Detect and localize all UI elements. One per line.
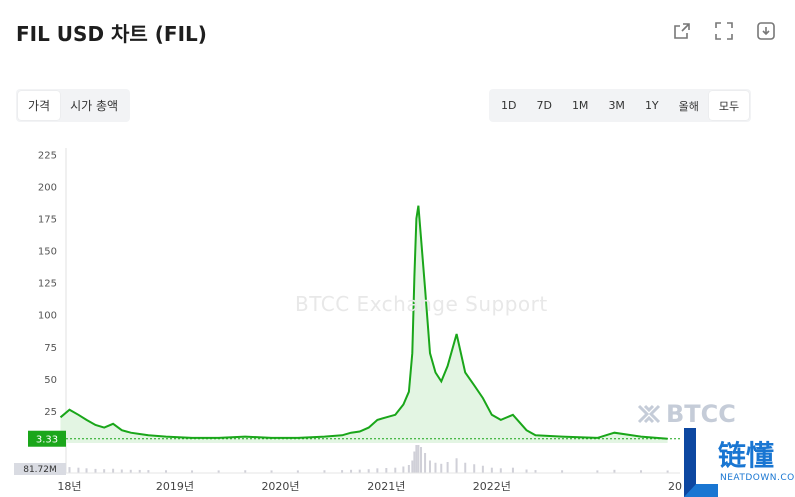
volume-label: 81.72M (23, 465, 57, 475)
volume-bar (341, 470, 344, 473)
volume-bar (446, 462, 449, 473)
btcc-logo-icon (637, 404, 661, 424)
volume-bar (440, 463, 443, 473)
volume-badge: 81.72M (14, 463, 66, 475)
volume-bar (77, 467, 80, 473)
volume-bar (385, 468, 388, 473)
volume-bars (59, 445, 669, 473)
volume-bar (525, 469, 528, 473)
range-1m[interactable]: 1M (571, 99, 589, 112)
y-tick-label: 150 (38, 247, 57, 258)
y-tick-label: 200 (38, 182, 57, 193)
neatdown-cn: 链懂 (718, 439, 775, 472)
current-price-label: 3.33 (36, 435, 58, 446)
range-3m[interactable]: 3M (608, 99, 625, 112)
volume-bar (596, 470, 599, 473)
volume-bar (481, 465, 484, 473)
volume-bar (217, 470, 220, 473)
volume-bar (490, 467, 493, 473)
header-toolbar (671, 20, 777, 42)
price-chart[interactable]: 225 200 175 150 125 100 75 50 25 3.33 81.72M 18년… (0, 140, 795, 497)
volume-bar (464, 462, 467, 473)
volume-bar (455, 458, 458, 473)
volume-bar (420, 447, 423, 473)
y-axis: 225 200 175 150 125 100 75 50 25 (38, 150, 57, 418)
volume-bar (424, 453, 427, 473)
volume-bar (561, 470, 564, 473)
y-tick-label: 50 (44, 375, 57, 386)
y-tick-label: 100 (38, 311, 57, 322)
volume-bar (191, 470, 194, 473)
share-icon[interactable] (671, 20, 693, 42)
page-title: FIL USD 차트 (FIL) (16, 22, 207, 46)
volume-bar (68, 467, 71, 473)
x-axis: 18년 2019년 2020년 2021년 2022년 20 (57, 480, 682, 493)
range-all[interactable]: 모두 (708, 91, 750, 120)
neatdown-en: NEATDOWN.COM (720, 473, 795, 483)
volume-bar (165, 470, 168, 473)
x-tick-label: 18년 (57, 480, 81, 493)
volume-bar (511, 467, 514, 473)
volume-bar (103, 469, 106, 473)
y-tick-label: 225 (38, 150, 57, 161)
volume-bar (367, 469, 370, 473)
price-area (60, 205, 668, 443)
range-1d[interactable]: 1D (501, 99, 517, 112)
volume-bar (350, 469, 353, 473)
volume-bar (244, 470, 247, 473)
y-tick-label: 75 (44, 343, 57, 354)
neatdown-l-icon (684, 428, 718, 497)
volume-bar (640, 470, 643, 473)
fullscreen-icon[interactable] (713, 20, 735, 42)
volume-bar (394, 467, 397, 473)
y-tick-label: 175 (38, 215, 57, 226)
volume-bar (413, 451, 416, 473)
neatdown-logo: 链懂 NEATDOWN.COM (680, 428, 795, 497)
volume-bar (138, 469, 141, 473)
volume-bar (323, 470, 326, 473)
volume-bar (417, 445, 420, 473)
volume-bar (666, 470, 669, 473)
volume-bar (120, 469, 123, 473)
volume-bar (407, 465, 410, 473)
volume-bar (358, 469, 361, 473)
x-tick-label: 2021년 (367, 480, 405, 493)
btcc-wordmark: BTCC (666, 400, 736, 428)
price-line (59, 205, 668, 440)
x-tick-label: 20 (668, 480, 682, 493)
watermark-text: BTCC Exchange Support (295, 292, 548, 316)
download-icon[interactable] (755, 20, 777, 42)
volume-bar (402, 466, 405, 473)
volume-bar (415, 445, 418, 473)
volume-bar (129, 469, 132, 473)
y-tick-label: 25 (44, 407, 57, 418)
range-ytd[interactable]: 올해 (678, 99, 699, 113)
x-tick-label: 2020년 (261, 480, 299, 493)
volume-bar (411, 460, 414, 473)
x-tick-label: 2019년 (156, 480, 194, 493)
volume-bar (296, 470, 299, 473)
btcc-watermark: BTCC (636, 400, 736, 428)
volume-bar (613, 469, 616, 473)
y-tick-label: 125 (38, 279, 57, 290)
volume-bar (147, 470, 150, 473)
volume-bar (270, 470, 273, 473)
volume-bar (85, 468, 88, 473)
x-tick-label: 2022년 (473, 480, 511, 493)
volume-bar (473, 464, 476, 473)
metric-toggle: 가격 시가 총액 (16, 89, 131, 122)
volume-bar (534, 470, 537, 473)
range-7d[interactable]: 7D (536, 99, 552, 112)
tab-price[interactable]: 가격 (18, 91, 61, 120)
volume-bar (112, 468, 115, 473)
volume-bar (94, 468, 97, 473)
volume-bar (428, 460, 431, 473)
current-price-badge: 3.33 (28, 430, 66, 447)
volume-bar (376, 468, 379, 473)
volume-bar (499, 468, 502, 473)
range-1y[interactable]: 1Y (644, 99, 659, 112)
range-toggle: 1D 7D 1M 3M 1Y 올해 모두 (489, 89, 752, 122)
volume-bar (434, 462, 437, 473)
tab-market-cap[interactable]: 시가 총액 (70, 99, 119, 113)
